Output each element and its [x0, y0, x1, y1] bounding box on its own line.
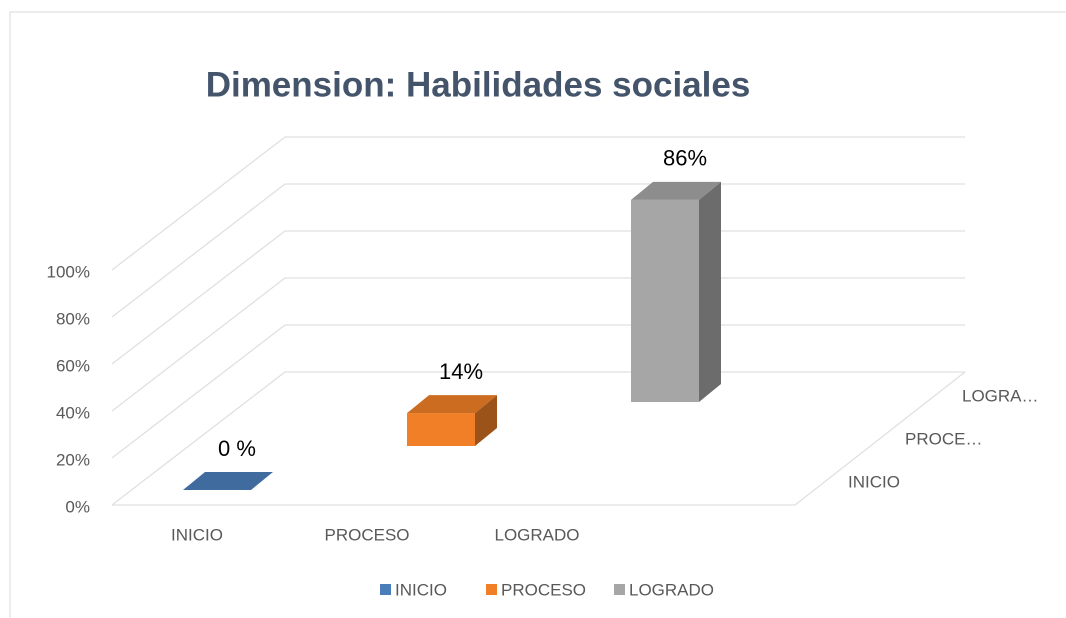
depth-label: LOGRA… [962, 386, 1039, 405]
legend-label: PROCESO [501, 580, 586, 599]
value-label: 14% [439, 359, 483, 384]
x-tick-label: LOGRADO [494, 525, 579, 544]
bar-front [631, 199, 699, 402]
bar [407, 395, 497, 446]
x-tick-label: PROCESO [324, 525, 409, 544]
legend-label: INICIO [395, 580, 447, 599]
grid-line [111, 136, 965, 271]
grid-line [111, 371, 965, 506]
y-tick-label: 60% [56, 356, 90, 375]
bar-top [631, 181, 721, 200]
x-tick-label: INICIO [171, 525, 223, 544]
bar [183, 472, 273, 490]
value-label: 86% [663, 146, 707, 171]
y-tick-label: 80% [56, 309, 90, 328]
y-tick-label: 20% [56, 450, 90, 469]
grid-line [111, 230, 965, 365]
bar [631, 181, 721, 402]
y-tick-label: 40% [56, 403, 90, 422]
depth-label: INICIO [848, 472, 900, 491]
legend-swatch [614, 584, 625, 595]
bar-top [183, 472, 273, 490]
chart-title: Dimension: Habilidades sociales [206, 65, 751, 104]
grid-line [111, 277, 965, 412]
bar-side [475, 395, 497, 446]
legend-label: LOGRADO [629, 580, 714, 599]
chart-frame [9, 11, 1066, 618]
legend-swatch [486, 584, 497, 595]
bar-side [699, 181, 721, 402]
bar-top [407, 395, 497, 414]
floor-edge [112, 371, 966, 506]
y-tick-label: 0% [65, 497, 90, 516]
bar-front [407, 413, 475, 446]
legend-swatch [380, 584, 391, 595]
value-label: 0 % [218, 436, 256, 461]
grid-line [111, 183, 965, 318]
y-tick-label: 100% [47, 262, 90, 281]
depth-label: PROCE… [905, 429, 982, 448]
grid-line [111, 324, 965, 459]
